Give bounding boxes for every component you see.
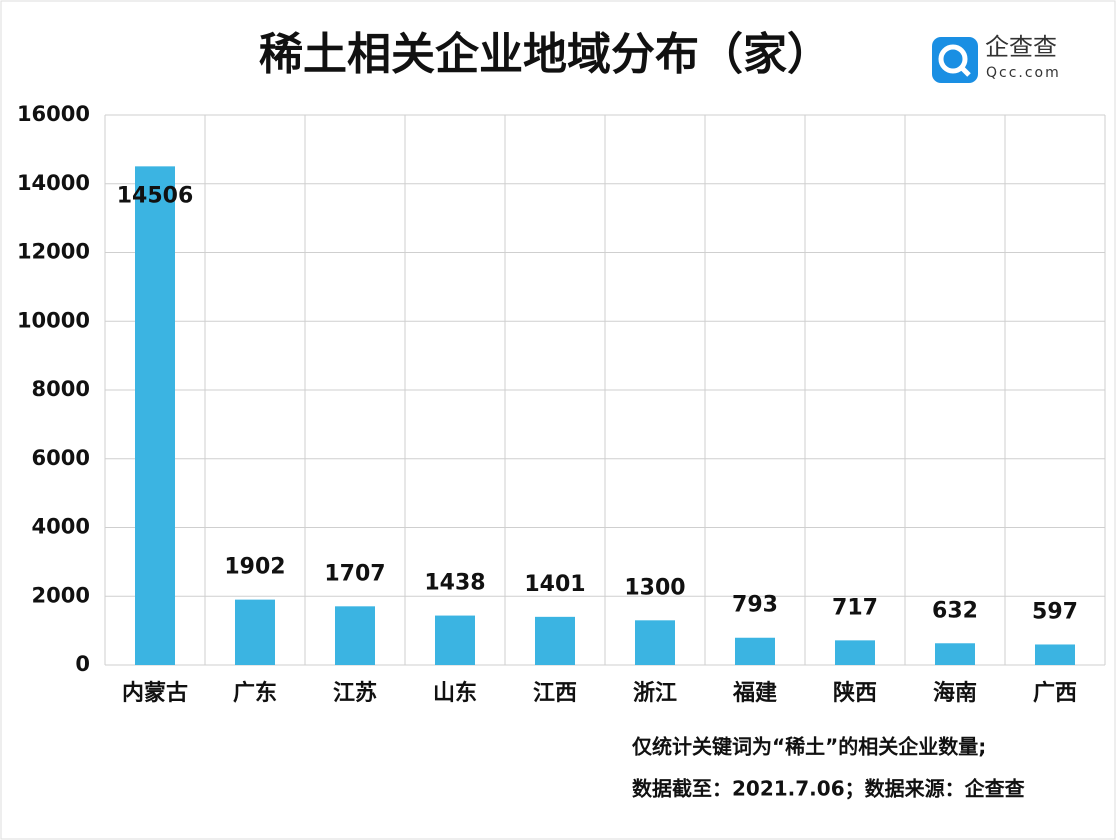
logo-handle bbox=[958, 64, 971, 77]
x-tick-label: 福建 bbox=[732, 681, 777, 706]
value-label: 717 bbox=[832, 595, 878, 620]
value-label: 793 bbox=[732, 593, 778, 618]
bar bbox=[835, 640, 875, 665]
y-tick-label: 6000 bbox=[32, 446, 90, 470]
x-tick-label: 内蒙古 bbox=[122, 680, 188, 706]
chart-title: 稀土相关企业地域分布（家） bbox=[259, 29, 831, 80]
x-tick-label: 海南 bbox=[933, 680, 977, 706]
y-tick-label: 12000 bbox=[17, 240, 90, 264]
value-label: 14506 bbox=[117, 183, 194, 208]
y-tick-label: 14000 bbox=[17, 171, 90, 195]
y-tick-label: 4000 bbox=[32, 515, 90, 539]
bar bbox=[935, 643, 975, 665]
x-tick-label: 山东 bbox=[433, 680, 477, 706]
value-label: 1401 bbox=[524, 572, 585, 597]
value-label: 1438 bbox=[424, 571, 485, 596]
value-label: 1300 bbox=[624, 575, 685, 600]
bar bbox=[435, 615, 475, 665]
value-label: 1902 bbox=[224, 555, 285, 580]
logo-site: Qcc.com bbox=[986, 65, 1061, 81]
value-label: 597 bbox=[1032, 599, 1078, 624]
x-tick-label: 浙江 bbox=[633, 681, 677, 706]
bar bbox=[335, 606, 375, 665]
bar bbox=[1035, 644, 1075, 665]
y-tick-label: 2000 bbox=[32, 583, 90, 607]
value-label: 1707 bbox=[324, 561, 385, 586]
y-tick-label: 0 bbox=[75, 652, 90, 676]
logo-ring bbox=[938, 44, 968, 74]
logo: 企查查 Qcc.com bbox=[932, 33, 1061, 83]
logo-name: 企查查 bbox=[985, 33, 1057, 61]
y-tick-label: 16000 bbox=[17, 102, 90, 126]
note: 数据截至：2021.7.06；数据来源：企查查 bbox=[632, 777, 1025, 801]
y-tick-label: 8000 bbox=[32, 377, 90, 401]
y-tick-label: 10000 bbox=[17, 308, 90, 332]
x-tick-label: 江苏 bbox=[333, 680, 377, 706]
bar bbox=[735, 637, 775, 665]
x-tick-label: 广东 bbox=[233, 680, 277, 706]
bar bbox=[135, 166, 175, 665]
bar bbox=[235, 599, 275, 665]
bar bbox=[635, 620, 675, 665]
x-tick-label: 陕西 bbox=[833, 681, 877, 706]
x-tick-label: 广西 bbox=[1033, 680, 1077, 706]
note: 仅统计关键词为“稀土”的相关企业数量; bbox=[632, 735, 986, 759]
value-label: 632 bbox=[932, 598, 978, 623]
bar bbox=[535, 616, 575, 665]
x-tick-label: 江西 bbox=[533, 681, 577, 706]
